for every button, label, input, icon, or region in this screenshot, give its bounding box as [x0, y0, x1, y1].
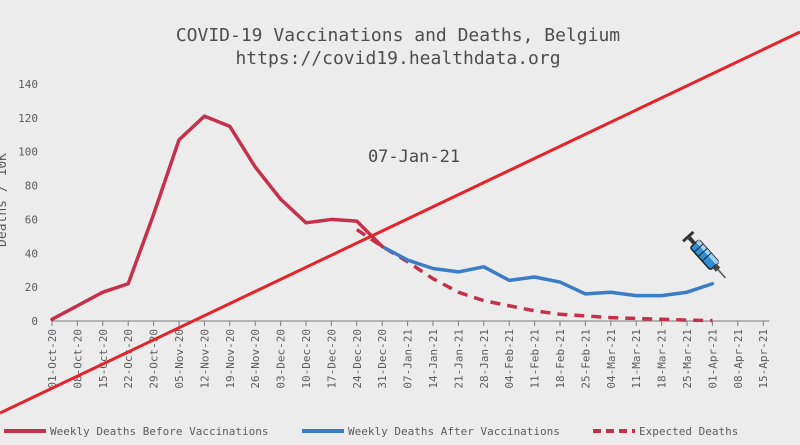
y-tick-label: 20	[25, 281, 38, 294]
strike-through-line	[0, 30, 800, 415]
y-tick-label: 120	[18, 112, 38, 125]
x-tick-label: 28-Jan-21	[478, 329, 491, 389]
x-tick-label: 19-Nov-20	[224, 329, 237, 389]
x-tick-label: 18-Mar-21	[656, 329, 669, 389]
x-tick-label: 31-Dec-20	[376, 329, 389, 389]
legend-label-0: Weekly Deaths Before Vaccinations	[50, 425, 269, 438]
series-line-2	[355, 228, 713, 323]
y-tick-label: 100	[18, 146, 38, 159]
x-tick-label: 15-Oct-20	[97, 329, 110, 389]
x-tick-label: 01-Oct-20	[46, 329, 59, 389]
x-tick-label: 21-Jan-21	[452, 329, 465, 389]
series-line-0	[50, 114, 384, 322]
series-line-1	[380, 244, 715, 298]
chart-title: COVID-19 Vaccinations and Deaths, Belgiu…	[176, 25, 620, 46]
x-tick-label: 22-Oct-20	[122, 329, 135, 389]
x-tick-label: 17-Dec-20	[325, 329, 338, 389]
x-tick-label: 15-Apr-21	[757, 329, 770, 389]
x-tick-label: 03-Dec-20	[275, 329, 288, 389]
x-tick-label: 04-Feb-21	[503, 329, 516, 389]
x-tick-label: 14-Jan-21	[427, 329, 440, 389]
x-tick-label: 24-Dec-20	[351, 329, 364, 389]
chart-subtitle: https://covid19.healthdata.org	[235, 48, 560, 69]
x-tick-label: 01-Apr-21	[706, 329, 719, 389]
x-tick-label: 29-Oct-20	[148, 329, 161, 389]
legend: Weekly Deaths Before Vaccinations Weekly …	[4, 425, 738, 438]
x-tick-label: 04-Mar-21	[605, 329, 618, 389]
x-tick-label: 11-Feb-21	[529, 329, 542, 389]
x-tick-label: 25-Mar-21	[681, 329, 694, 389]
y-tick-label: 0	[31, 315, 38, 328]
y-tick-label: 80	[25, 180, 38, 193]
x-tick-label: 07-Jan-21	[402, 329, 415, 389]
series-layer	[50, 114, 715, 323]
x-tick-label: 11-Mar-21	[630, 329, 643, 389]
x-tick-label: 05-Nov-20	[173, 329, 186, 389]
syringe-icon	[682, 230, 726, 279]
y-axis-label: Deaths / 10K	[0, 153, 10, 247]
x-tick-label: 25-Feb-21	[579, 329, 592, 389]
x-tick-label: 12-Nov-20	[198, 329, 211, 389]
x-tick-label: 10-Dec-20	[300, 329, 313, 389]
date-annotation: 07-Jan-21	[368, 147, 460, 167]
y-tick-label: 140	[18, 78, 38, 91]
legend-label-2: Expected Deaths	[639, 425, 738, 438]
y-tick-label: 40	[25, 247, 38, 260]
x-tick-label: 26-Nov-20	[249, 329, 262, 389]
y-tick-label: 60	[25, 213, 38, 226]
x-tick-label: 18-Feb-21	[554, 329, 567, 389]
legend-label-1: Weekly Deaths After Vaccinations	[348, 425, 560, 438]
x-tick-label: 08-Apr-21	[732, 329, 745, 389]
